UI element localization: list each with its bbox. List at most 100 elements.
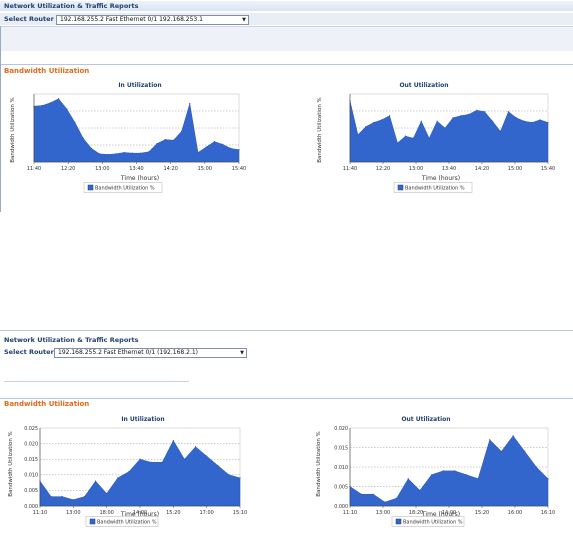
legend-swatch	[397, 184, 404, 191]
y-axis-label: Bandwidth Utilization %	[316, 431, 322, 497]
data-point	[58, 98, 60, 100]
data-point	[535, 466, 537, 468]
data-point	[213, 141, 215, 143]
panel-border	[0, 26, 1, 212]
x-tick-label: 18:20	[409, 510, 423, 516]
data-point	[547, 478, 549, 480]
section-title: Bandwidth Utilization	[4, 67, 90, 75]
x-tick-label: 15:40	[541, 166, 555, 172]
x-tick-label: 13:00	[66, 510, 80, 516]
data-point	[460, 115, 462, 117]
x-tick-label: 13:40	[129, 166, 143, 172]
data-point	[123, 151, 125, 154]
legend-swatch	[395, 518, 402, 525]
data-point	[484, 111, 486, 113]
data-point	[239, 477, 241, 479]
data-point	[523, 120, 525, 122]
data-point	[491, 120, 494, 122]
dropdown-arrow-icon[interactable]: ▼	[240, 350, 244, 356]
y-axis-label: Bandwidth Utilization %	[8, 431, 14, 497]
data-point	[74, 121, 76, 124]
data-point	[107, 153, 109, 156]
data-point	[189, 102, 191, 105]
legend-label: Bandwidth Utilization %	[97, 520, 157, 526]
x-tick-label: 15:10	[233, 510, 247, 516]
y-tick-label: 0.020	[334, 426, 348, 432]
x-tick-label: 11:40	[27, 166, 41, 172]
data-point	[164, 138, 166, 141]
data-point	[82, 137, 84, 139]
x-tick-label: 17:00	[199, 510, 213, 516]
y-axis-label: Bandwidth Utilization %	[10, 97, 16, 163]
x-tick-label: 14:00	[442, 510, 456, 516]
data-point	[72, 499, 74, 501]
legend-label: Bandwidth Utilization %	[405, 186, 465, 192]
y-tick-label: 0.005	[334, 484, 348, 490]
data-point	[150, 461, 152, 463]
x-tick-label: 15:00	[198, 166, 212, 172]
data-point	[172, 439, 174, 442]
y-tick-label: 0.005	[24, 488, 38, 494]
y-axis-label: Bandwidth Utilization %	[317, 97, 323, 163]
legend-box	[85, 516, 159, 527]
data-point	[500, 450, 503, 452]
data-point	[90, 147, 92, 149]
data-point	[106, 492, 108, 495]
legend-box	[393, 182, 473, 193]
data-point	[407, 478, 409, 480]
data-point	[477, 478, 479, 480]
x-tick-label: 14:00	[133, 510, 147, 516]
x-tick-label: 15:20	[475, 510, 489, 516]
section-rule	[0, 64, 573, 65]
router-select[interactable]: 192.168.255.2 Fast Ethernet 0/1 (192.168…	[54, 348, 247, 358]
x-tick-label: 12:20	[61, 166, 75, 172]
data-point	[430, 474, 433, 476]
x-tick-label: 11:10	[343, 510, 357, 516]
data-point	[395, 497, 398, 499]
page-header: Network Utilization & Traffic Reports	[0, 1, 573, 11]
x-tick-label: 13:00	[409, 166, 423, 172]
x-axis-label: Time (hours)	[421, 511, 460, 518]
data-point	[228, 474, 230, 476]
x-tick-label: 16:00	[508, 510, 522, 516]
chart-title: In Utilization	[118, 82, 161, 89]
data-point	[436, 120, 438, 122]
plot-area: 11:40 12:20 13:00 13:40 14:20 15:00 15:40	[343, 93, 555, 172]
legend-swatch	[87, 184, 94, 191]
data-point	[419, 489, 421, 491]
page-header: Network Utilization & Traffic Reports	[0, 335, 573, 345]
x-tick-label: 16:10	[541, 510, 555, 516]
x-tick-label: 12:20	[376, 166, 390, 172]
x-tick-label: 15:20	[166, 510, 180, 516]
y-tick-label: 0.025	[24, 426, 38, 432]
data-point	[468, 113, 470, 115]
data-point	[420, 120, 422, 122]
panel-top-rule	[0, 330, 573, 331]
data-point	[499, 130, 502, 132]
data-point	[183, 458, 186, 460]
x-tick-label: 14:20	[475, 166, 489, 172]
page-title: Network Utilization & Traffic Reports	[4, 2, 139, 10]
legend-swatch	[89, 518, 96, 525]
data-point	[444, 127, 446, 129]
data-point	[512, 435, 514, 437]
legend: Bandwidth Utilization %	[393, 182, 473, 193]
dropdown-arrow-icon[interactable]: ▼	[242, 17, 246, 23]
plot-area: 11:10 13:00 18:20 14:00 15:20 16:00 16:10 0.020…	[334, 426, 555, 516]
data-point	[389, 115, 391, 117]
data-point	[156, 143, 158, 145]
legend: Bandwidth Utilization %	[83, 182, 163, 193]
data-point	[515, 117, 517, 119]
legend-label: Bandwidth Utilization %	[403, 520, 463, 526]
section-rule	[0, 398, 573, 399]
data-point	[539, 119, 541, 121]
x-tick-label: 14:20	[163, 166, 177, 172]
data-point	[115, 153, 117, 155]
x-axis-label: Time (hours)	[421, 175, 460, 182]
x-tick-label: 13:00	[376, 510, 390, 516]
data-point	[357, 134, 359, 136]
data-point	[428, 137, 430, 139]
router-select[interactable]: 192.168.255.2 Fast Ethernet 0/1 192.168.…	[56, 15, 249, 25]
data-point	[384, 501, 386, 503]
data-point	[524, 450, 526, 452]
